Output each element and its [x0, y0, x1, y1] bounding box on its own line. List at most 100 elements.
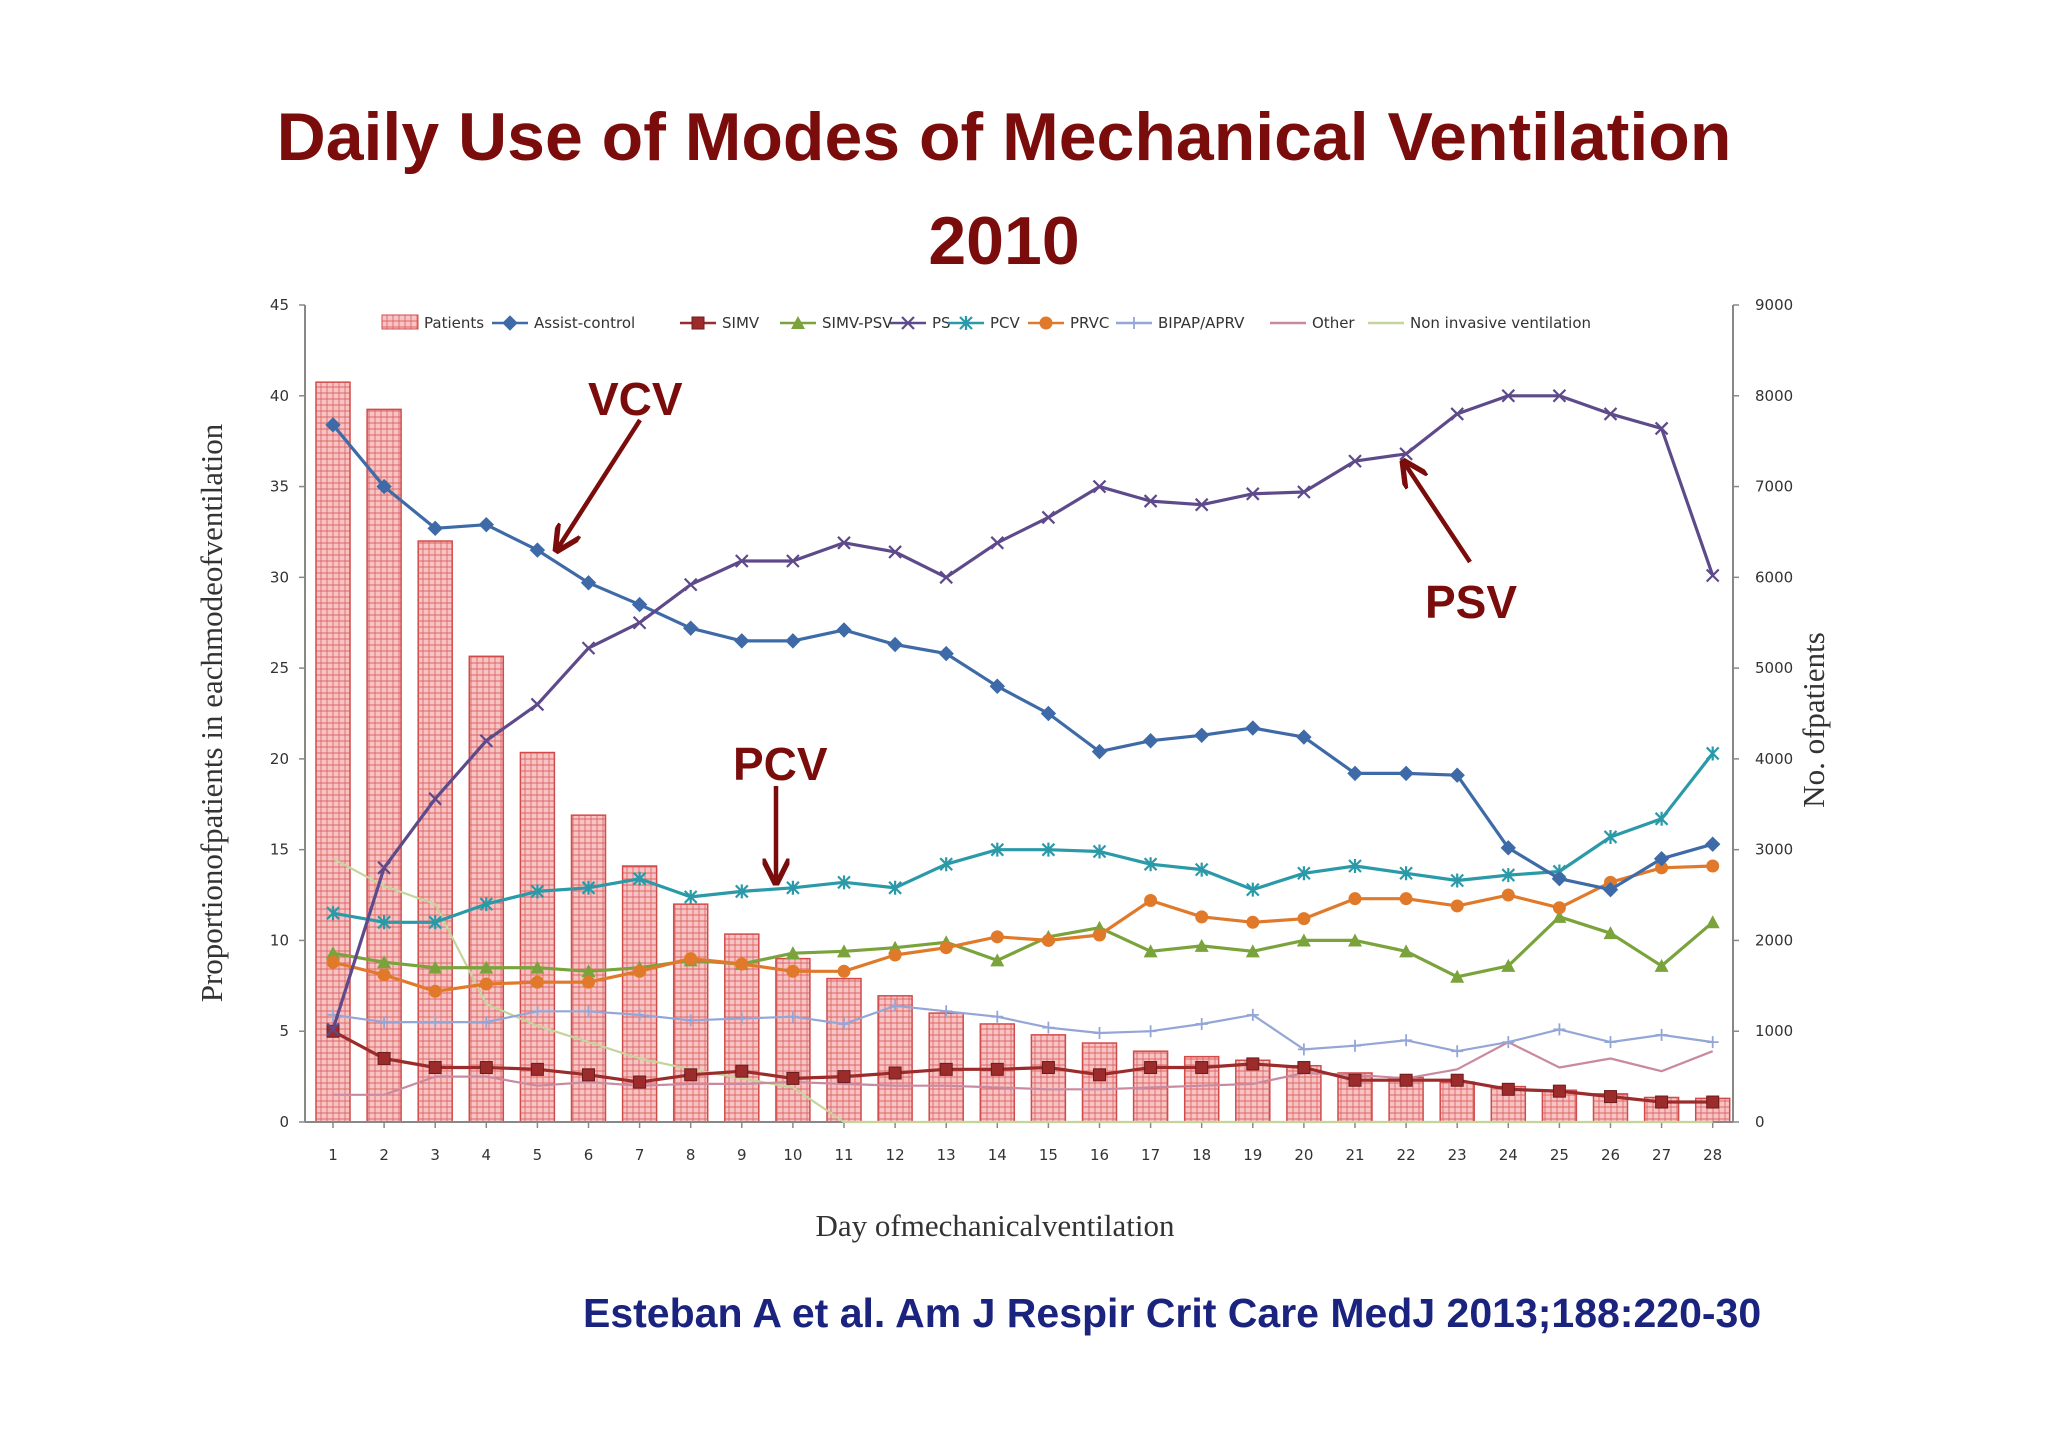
data-point-pcv-day-1 [326, 906, 340, 921]
legend-label: Patients [424, 314, 484, 332]
data-point-ps-day-16 [1092, 479, 1107, 494]
data-point-ps-day-28 [1705, 568, 1720, 583]
data-point-simv-psv-day-11 [837, 944, 851, 958]
data-point-assist-control-day-3 [427, 520, 443, 537]
legend-item: SIMV [680, 314, 760, 332]
data-point-simv-day-13 [939, 1062, 953, 1076]
data-point-pcv-day-19 [1246, 882, 1260, 897]
legend-item: BIPAP/APRV [1116, 314, 1245, 332]
data-point-simv-psv-day-25 [1552, 909, 1567, 923]
data-point-prvc-day-24 [1501, 888, 1515, 902]
data-point-simv-psv-day-19 [1245, 944, 1260, 958]
x-tick-label: 23 [1448, 1146, 1467, 1164]
series-other [333, 1040, 1714, 1096]
legend-item: PCV [948, 314, 1021, 332]
data-point-ps-day-18 [1194, 497, 1209, 512]
y-tick-label-left: 35 [270, 478, 289, 496]
legend-item: Other [1270, 314, 1355, 332]
mode-lines [325, 389, 1721, 1124]
patients-bar-day-8 [672, 903, 709, 1123]
data-point-bipap-aprv-day-9 [735, 1012, 748, 1025]
data-point-bipap-aprv-day-10 [786, 1010, 799, 1023]
data-point-assist-control-day-18 [1193, 727, 1210, 743]
legend-marker [901, 316, 915, 330]
data-point-pcv-day-7 [632, 871, 647, 886]
data-point-prvc-day-21 [1348, 892, 1362, 906]
data-point-bipap-aprv-day-16 [1093, 1027, 1106, 1040]
data-point-prvc-day-14 [990, 930, 1004, 944]
citation: Esteban A et al. Am J Respir Crit Care M… [583, 1290, 1762, 1336]
data-point-pcv-day-16 [1092, 844, 1107, 859]
patients-bar-day-23 [1439, 1081, 1475, 1123]
series-line-non-invasive-ventilation [332, 857, 1713, 1124]
y-tick-label-left: 15 [270, 841, 289, 859]
data-point-simv-day-14 [990, 1062, 1004, 1076]
series-line-assist-control [331, 423, 1714, 892]
data-point-pcv-day-18 [1194, 862, 1209, 877]
x-tick-label: 4 [482, 1146, 492, 1164]
legend-item: PS [890, 314, 951, 332]
data-point-prvc-day-16 [1093, 928, 1106, 942]
data-point-simv-psv-day-5 [530, 960, 545, 974]
data-point-bipap-aprv-day-2 [378, 1016, 391, 1029]
series-pcv [326, 746, 1720, 930]
series-line-prvc [332, 864, 1713, 993]
data-point-simv-psv-day-23 [1450, 969, 1465, 983]
data-point-assist-control-day-9 [734, 633, 750, 649]
series-line-simv-psv [332, 915, 1714, 979]
data-point-prvc-day-17 [1144, 894, 1158, 908]
data-point-simv-psv-day-27 [1654, 958, 1669, 972]
legend-label: PCV [990, 314, 1021, 332]
x-tick-label: 3 [430, 1146, 440, 1164]
data-point-pcv-day-22 [1399, 866, 1413, 881]
data-point-simv-day-27 [1655, 1095, 1669, 1109]
patients-bar-day-12 [877, 995, 913, 1123]
data-point-pcv-day-5 [530, 884, 545, 899]
data-point-pcv-day-11 [837, 875, 851, 890]
x-tick-label: 17 [1141, 1146, 1160, 1164]
data-point-simv-day-19 [1246, 1057, 1260, 1071]
data-point-ps-day-15 [1041, 510, 1056, 525]
patients-bar-day-10 [775, 957, 811, 1123]
legend-label: SIMV-PSV [822, 314, 893, 332]
data-point-assist-control-day-19 [1245, 720, 1261, 736]
patients-bar-day-11 [826, 977, 862, 1123]
y-tick-label-left: 30 [270, 568, 289, 586]
data-point-simv-day-11 [837, 1070, 851, 1084]
legend-item: Patients [381, 314, 484, 332]
y-tick-label-right: 9000 [1755, 296, 1793, 314]
data-point-prvc-day-23 [1450, 899, 1464, 913]
x-tick-label: 14 [988, 1146, 1007, 1164]
y-tick-label-left: 40 [270, 387, 289, 405]
x-tick-label: 21 [1345, 1146, 1364, 1164]
legend-marker [791, 316, 805, 329]
data-point-prvc-day-22 [1399, 892, 1413, 906]
legend-label: PRVC [1070, 314, 1109, 332]
data-point-bipap-aprv-day-19 [1246, 1008, 1259, 1021]
data-point-simv-day-24 [1501, 1082, 1515, 1096]
x-tick-label: 15 [1039, 1146, 1058, 1164]
data-point-pcv-day-13 [939, 857, 953, 872]
data-point-prvc-day-9 [735, 957, 749, 971]
data-point-simv-psv-day-6 [581, 964, 596, 978]
legend-marker [1039, 316, 1053, 330]
x-tick-label: 28 [1703, 1146, 1722, 1164]
data-point-bipap-aprv-day-3 [429, 1016, 442, 1029]
y-tick-label-left: 0 [279, 1113, 289, 1131]
series-simv-psv [326, 909, 1720, 983]
data-point-simv-psv-day-14 [990, 953, 1005, 967]
data-point-assist-control-day-5 [529, 542, 546, 558]
slide-subtitle-year: 2010 [928, 203, 1080, 279]
data-point-simv-psv-day-18 [1194, 938, 1209, 952]
legend-swatch [381, 314, 419, 330]
data-point-simv-day-18 [1195, 1061, 1209, 1075]
data-point-bipap-aprv-day-12 [889, 999, 902, 1012]
y-tick-label-right: 3000 [1755, 841, 1793, 859]
x-tick-label: 25 [1550, 1146, 1569, 1164]
data-point-assist-control-day-21 [1347, 765, 1363, 782]
data-point-ps-day-5 [530, 697, 545, 712]
legend-label: PS [932, 314, 951, 332]
series-line-pcv [332, 752, 1714, 924]
data-point-ps-day-14 [990, 536, 1005, 550]
data-point-assist-control-day-7 [631, 596, 648, 613]
